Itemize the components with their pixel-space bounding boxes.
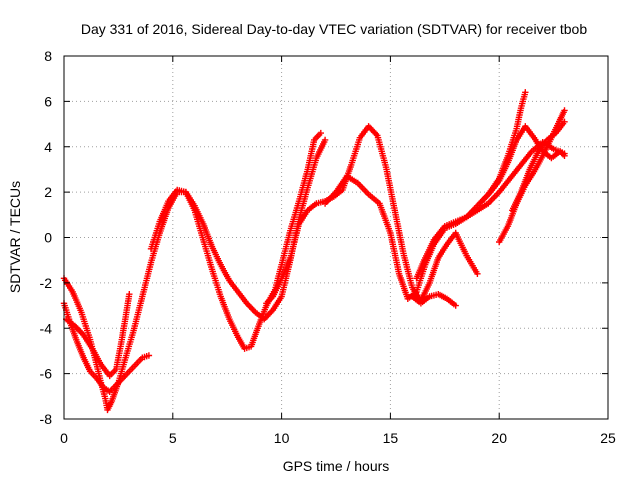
x-tick-label: 5 [169,430,177,446]
y-tick-label: -4 [40,320,53,336]
axis-ticks [63,55,609,420]
point-markers [509,118,568,214]
data-marks [60,89,568,414]
x-tick-label: 10 [274,430,290,446]
chart-title: Day 331 of 2016, Sidereal Day-to-day VTE… [81,21,588,37]
series-track-3 [63,291,133,380]
tick-labels: 0 5 10 15 20 25 -8 -6 -4 -2 0 2 4 6 8 [40,48,616,446]
series-track-11 [509,118,568,214]
y-tick-label: 6 [44,93,52,109]
point-markers [263,123,481,307]
series-track-7 [409,291,459,309]
y-tick-label: 8 [44,48,52,64]
y-tick-label: 4 [44,139,52,155]
x-tick-label: 25 [600,430,616,446]
point-markers [147,136,329,323]
point-markers [409,291,459,309]
y-axis-label: SDTVAR / TECUs [7,181,23,293]
x-axis-label: GPS time / hours [283,458,390,474]
x-tick-label: 0 [60,430,68,446]
series-track-5 [263,123,481,307]
grid [64,56,608,419]
x-tick-label: 15 [383,430,399,446]
y-tick-label: -2 [40,275,53,291]
x-tick-label: 20 [491,430,507,446]
y-tick-label: 2 [44,184,52,200]
point-markers [63,291,133,380]
y-tick-label: -8 [40,411,53,427]
y-tick-label: -6 [40,366,53,382]
series-track-4 [147,136,329,323]
y-tick-label: 0 [44,230,52,246]
